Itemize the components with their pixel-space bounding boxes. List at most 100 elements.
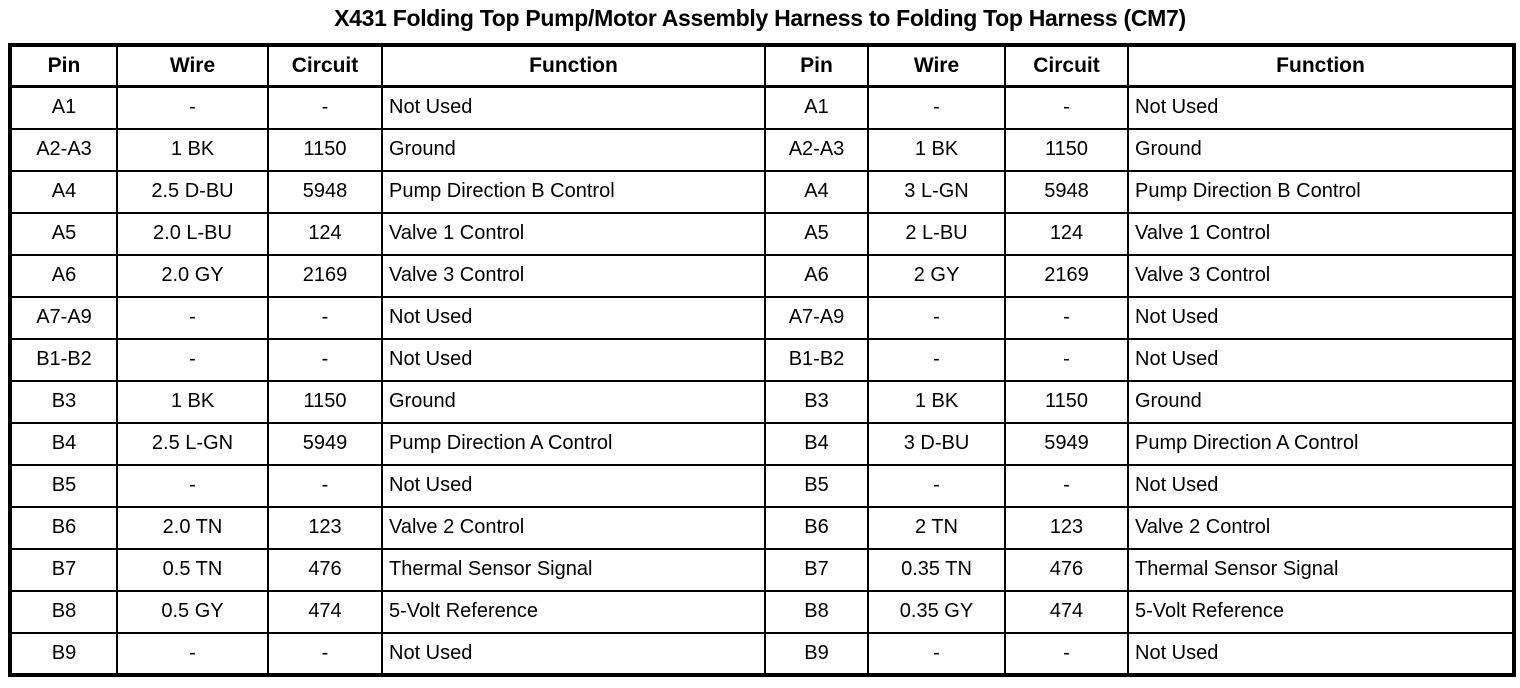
- left-wire-cell: 2.5 D-BU: [116, 169, 269, 214]
- right-wire-cell: 1 BK: [867, 379, 1006, 424]
- right-function-cell: Not Used: [1127, 463, 1515, 508]
- right-circuit-cell: -: [1004, 85, 1129, 130]
- right-wire-cell: 2 GY: [867, 253, 1006, 298]
- right-function-cell: Not Used: [1127, 337, 1515, 382]
- left-wire-cell: -: [116, 463, 269, 508]
- left-function-cell: Not Used: [381, 337, 766, 382]
- left-circuit-cell: -: [267, 463, 383, 508]
- header-left-function: Function: [381, 44, 766, 88]
- left-circuit-cell: -: [267, 295, 383, 340]
- left-wire-cell: 2.0 TN: [116, 505, 269, 550]
- right-function-cell: 5-Volt Reference: [1127, 589, 1515, 634]
- left-wire-cell: 2.0 GY: [116, 253, 269, 298]
- left-function-cell: Ground: [381, 379, 766, 424]
- left-circuit-cell: 124: [267, 211, 383, 256]
- right-pin-cell: A5: [764, 211, 869, 256]
- left-function-cell: Pump Direction A Control: [381, 421, 766, 466]
- page-title: X431 Folding Top Pump/Motor Assembly Har…: [334, 5, 1186, 31]
- right-pin-cell: B8: [764, 589, 869, 634]
- left-function-cell: Valve 3 Control: [381, 253, 766, 298]
- table-row: B4 2.5 L-GN 5949 Pump Direction A Control B4…: [9, 421, 1515, 466]
- header-row: Pin Wire Circuit Function Pin Wire Circuit Func…: [9, 44, 1515, 88]
- left-pin-cell: B4: [9, 421, 118, 466]
- left-function-cell: Not Used: [381, 85, 766, 130]
- left-wire-cell: 1 BK: [116, 379, 269, 424]
- table-row: A5 2.0 L-BU 124 Valve 1 Control A5 2 L-BU 124 V…: [9, 211, 1515, 256]
- left-wire-cell: 0.5 TN: [116, 547, 269, 592]
- table-row: A2-A3 1 BK 1150 Ground A2-A3 1 BK 1150 Ground: [9, 127, 1515, 172]
- left-function-cell: Thermal Sensor Signal: [381, 547, 766, 592]
- table-row: A1- - Not Used A1- - Not Used: [9, 85, 1515, 130]
- table-row: B1-B2- - Not Used B1-B2- - Not Used: [9, 337, 1515, 382]
- right-wire-cell: -: [867, 463, 1006, 508]
- right-function-cell: Valve 3 Control: [1127, 253, 1515, 298]
- right-pin-cell: B4: [764, 421, 869, 466]
- right-circuit-cell: 5948: [1004, 169, 1129, 214]
- header-right-pin: Pin: [764, 44, 869, 88]
- header-left-wire: Wire: [116, 44, 269, 88]
- left-pin-cell: B6: [9, 505, 118, 550]
- pinout-table: Pin Wire Circuit Function Pin Wire Circuit Func…: [8, 43, 1516, 677]
- left-wire-cell: -: [116, 337, 269, 382]
- left-circuit-cell: 5948: [267, 169, 383, 214]
- left-pin-cell: A5: [9, 211, 118, 256]
- right-pin-cell: A6: [764, 253, 869, 298]
- left-function-cell: Valve 1 Control: [381, 211, 766, 256]
- left-circuit-cell: 1150: [267, 127, 383, 172]
- left-circuit-cell: 5949: [267, 421, 383, 466]
- header-right-wire: Wire: [867, 44, 1006, 88]
- right-function-cell: Not Used: [1127, 631, 1515, 676]
- right-function-cell: Not Used: [1127, 295, 1515, 340]
- right-circuit-cell: 5949: [1004, 421, 1129, 466]
- right-circuit-cell: 123: [1004, 505, 1129, 550]
- right-wire-cell: 1 BK: [867, 127, 1006, 172]
- right-wire-cell: -: [867, 337, 1006, 382]
- left-function-cell: Not Used: [381, 631, 766, 676]
- header-right-circuit: Circuit: [1004, 44, 1129, 88]
- left-circuit-cell: -: [267, 337, 383, 382]
- left-pin-cell: A4: [9, 169, 118, 214]
- right-wire-cell: 3 L-GN: [867, 169, 1006, 214]
- left-wire-cell: 2.0 L-BU: [116, 211, 269, 256]
- left-wire-cell: -: [116, 295, 269, 340]
- right-pin-cell: B5: [764, 463, 869, 508]
- left-circuit-cell: 123: [267, 505, 383, 550]
- right-wire-cell: -: [867, 85, 1006, 130]
- right-function-cell: Thermal Sensor Signal: [1127, 547, 1515, 592]
- right-circuit-cell: -: [1004, 337, 1129, 382]
- right-circuit-cell: -: [1004, 631, 1129, 676]
- left-function-cell: Valve 2 Control: [381, 505, 766, 550]
- right-function-cell: Not Used: [1127, 85, 1515, 130]
- left-wire-cell: 2.5 L-GN: [116, 421, 269, 466]
- left-wire-cell: -: [116, 631, 269, 676]
- table-row: B3 1 BK 1150 Ground B3 1 BK 1150 Ground: [9, 379, 1515, 424]
- left-wire-cell: 1 BK: [116, 127, 269, 172]
- header-left-circuit: Circuit: [267, 44, 383, 88]
- right-pin-cell: B9: [764, 631, 869, 676]
- right-pin-cell: B3: [764, 379, 869, 424]
- right-pin-cell: B6: [764, 505, 869, 550]
- right-pin-cell: A7-A9: [764, 295, 869, 340]
- left-circuit-cell: 2169: [267, 253, 383, 298]
- right-pin-cell: A4: [764, 169, 869, 214]
- right-wire-cell: 2 L-BU: [867, 211, 1006, 256]
- left-pin-cell: B1-B2: [9, 337, 118, 382]
- header-right-function: Function: [1127, 44, 1515, 88]
- right-wire-cell: -: [867, 631, 1006, 676]
- right-wire-cell: 3 D-BU: [867, 421, 1006, 466]
- right-function-cell: Ground: [1127, 379, 1515, 424]
- left-pin-cell: B3: [9, 379, 118, 424]
- right-circuit-cell: 476: [1004, 547, 1129, 592]
- right-circuit-cell: 474: [1004, 589, 1129, 634]
- right-pin-cell: A2-A3: [764, 127, 869, 172]
- left-pin-cell: B8: [9, 589, 118, 634]
- left-function-cell: Ground: [381, 127, 766, 172]
- table-row: B6 2.0 TN 123 Valve 2 Control B6 2 TN 123 Valve…: [9, 505, 1515, 550]
- header-left-pin: Pin: [9, 44, 118, 88]
- left-pin-cell: B5: [9, 463, 118, 508]
- right-wire-cell: -: [867, 295, 1006, 340]
- table-row: A6 2.0 GY 2169 Valve 3 Control A6 2 GY 2169 Val…: [9, 253, 1515, 298]
- right-function-cell: Pump Direction A Control: [1127, 421, 1515, 466]
- table-body: A1- - Not Used A1- - Not Used A2-A3 1 BK 1150 Gro…: [9, 85, 1515, 676]
- right-wire-cell: 0.35 GY: [867, 589, 1006, 634]
